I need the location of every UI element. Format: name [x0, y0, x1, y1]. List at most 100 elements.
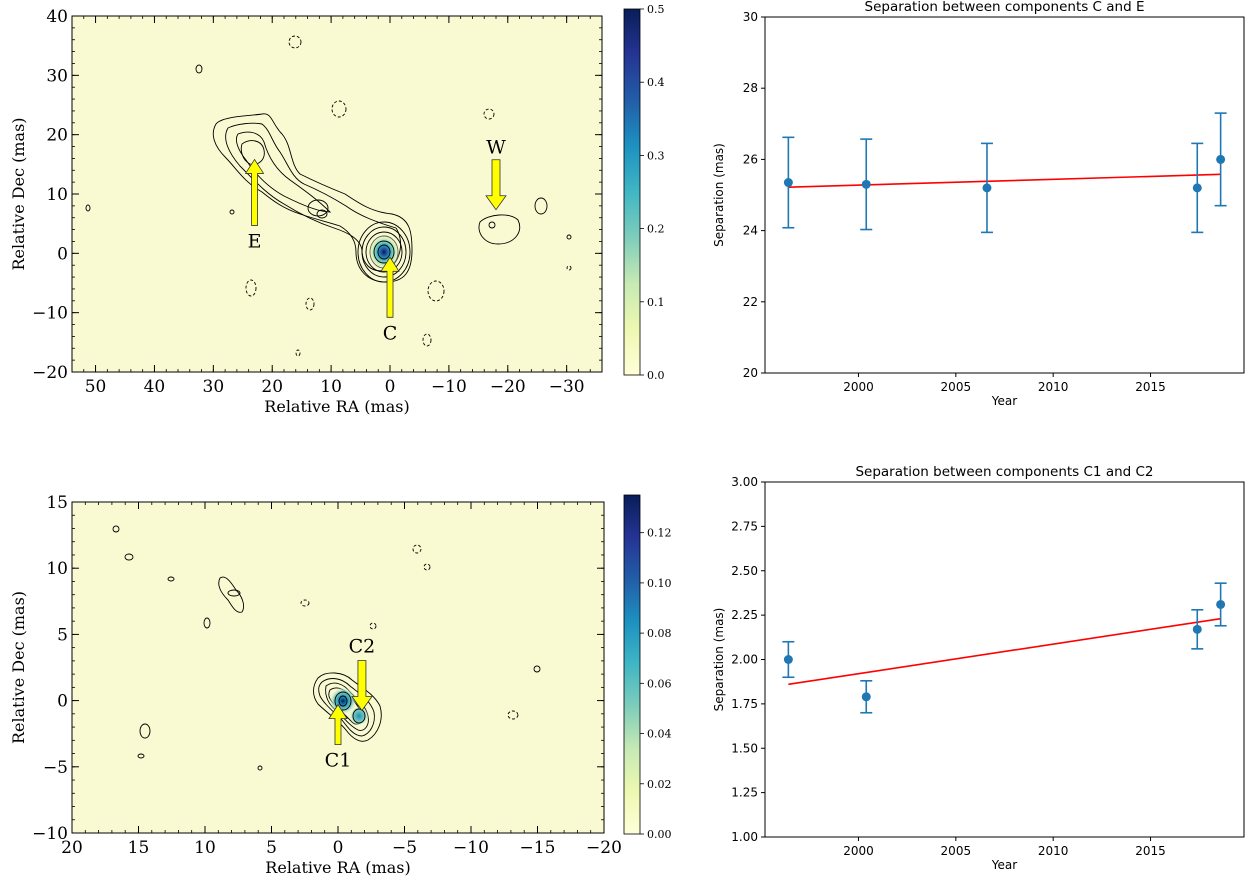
y-tick-label: 1.00: [731, 830, 758, 844]
contour-jet-knot: [307, 199, 329, 217]
x-axis-label: Year: [991, 858, 1017, 872]
y-tick-label: 1.50: [731, 741, 758, 755]
colorbar-tick-label: 0.08: [647, 627, 672, 640]
y-tick-label: 2.25: [731, 608, 758, 622]
x-axis-label: Year: [991, 394, 1017, 408]
colorbar-tick-label: 0.3: [647, 149, 665, 162]
colorbar-tick-label: 0.2: [647, 223, 665, 236]
contour-jet-2: [225, 122, 402, 272]
contour-e-knot: [240, 140, 265, 165]
data-point: [1192, 183, 1202, 193]
contour-negative: [245, 279, 257, 297]
x-tick-label: 5: [266, 838, 277, 858]
y-tick-label: 3.00: [731, 475, 758, 489]
contour-negative: [288, 35, 302, 49]
contour-blob: [203, 617, 211, 629]
x-tick-label: 2005: [941, 380, 972, 394]
y-tick-label: −5: [43, 758, 68, 778]
y-tick-label: 0: [57, 244, 68, 264]
contour-blob: [195, 64, 203, 74]
y-axis-label: Relative Dec (mas): [9, 591, 28, 744]
component-label: C1: [325, 750, 352, 772]
colorbar-tick-label: 0.10: [647, 577, 672, 590]
component-label: E: [248, 230, 262, 252]
data-point: [1216, 599, 1226, 609]
map-panel-c1c2: [72, 502, 604, 833]
y-tick-label: 20: [46, 126, 68, 146]
axes-layer: 50 40 30 20 10 0 −10 −20 −30−20−10010203040Relat…: [9, 7, 622, 877]
y-tick-label: 2.50: [731, 564, 758, 578]
y-tick-label: 24: [743, 224, 758, 238]
x-tick-label: 0: [333, 838, 344, 858]
arrow-shape: [380, 256, 400, 318]
y-axis-label: Separation (mas): [712, 608, 726, 712]
component-arrow: C1: [325, 703, 352, 772]
contour-core-1: [357, 221, 411, 283]
contour-core-outer: [313, 672, 382, 742]
contour-blob: [112, 525, 120, 533]
colorbar-tick-label: 0.12: [647, 527, 672, 540]
data-point: [1192, 624, 1202, 634]
contour-blob: [229, 209, 235, 215]
arrow-shape: [328, 703, 348, 745]
x-axis-label: Relative RA (mas): [265, 858, 410, 877]
map-panel-ce: [72, 16, 602, 372]
y-tick-label: −10: [32, 824, 68, 844]
component-label: W: [486, 137, 506, 159]
y-tick-label: 26: [743, 152, 758, 166]
core-fill: [368, 234, 400, 270]
y-tick-label: −10: [32, 304, 68, 324]
colorbar-tick-label: 0.5: [647, 3, 665, 16]
y-tick-label: 28: [743, 81, 758, 95]
colorbar: 0.00 0.02 0.04 0.06 0.08 0.10 0.12: [623, 494, 672, 841]
data-point: [783, 178, 793, 188]
colorbar-tick-label: 0.00: [647, 828, 672, 841]
contour-negative: [507, 710, 519, 720]
component-label: C2: [349, 635, 376, 657]
colorbar-gradient: [623, 8, 641, 376]
x-axis-label: Relative RA (mas): [264, 397, 409, 416]
colorbar-tick-label: 0.04: [647, 728, 672, 741]
y-tick-label: 1.25: [731, 786, 758, 800]
contour-blob: [124, 553, 134, 561]
c2-fill: [349, 706, 369, 726]
colorbars: 0.00.10.20.30.40.50.000.020.040.060.080.…: [623, 3, 672, 841]
data-point: [783, 655, 793, 664]
component-arrow: C2: [349, 635, 376, 712]
y-tick-label: 22: [743, 295, 758, 309]
y-tick-label: 30: [743, 10, 758, 24]
x-tick-label: 2000: [843, 380, 874, 394]
y-tick-label: 5: [57, 625, 68, 645]
y-tick-label: 10: [46, 559, 68, 579]
contour-blob: [85, 204, 91, 212]
arrow-shape: [485, 159, 507, 211]
x-tick-label: −30: [549, 377, 585, 397]
x-tick-label: 0: [385, 377, 396, 397]
colorbar-tick-label: 0.4: [647, 76, 665, 89]
colorbar-gradient: [623, 494, 641, 835]
y-axis-label: Separation (mas): [712, 143, 726, 247]
fit-line: [788, 617, 1221, 686]
plot-title: Separation between components C1 and C2: [855, 464, 1153, 480]
contour-c2: [352, 708, 366, 724]
x-tick-label: 2015: [1135, 844, 1166, 858]
separation-plots: 2000 2005 2010 2015 20 22 24 26 28 30 Separation b…: [712, 0, 1245, 872]
x-tick-label: 10: [320, 377, 342, 397]
y-axis-label: Relative Dec (mas): [9, 117, 28, 270]
contour-blob: [137, 753, 145, 759]
data-point: [1216, 154, 1226, 164]
map-axes: 20 15 10 5 0 −5 −10 −15 −20 −10 −5 0 5 10 15 Relative R…: [9, 493, 622, 877]
contour-negative: [295, 349, 301, 357]
y-tick-label: 0: [57, 692, 68, 712]
contour-blob: [139, 723, 151, 739]
contour-blob: [566, 234, 572, 240]
x-tick-label: 50: [85, 377, 107, 397]
contour-blob: [533, 665, 541, 673]
x-tick-label: −20: [490, 377, 526, 397]
contour-blob: [218, 576, 245, 613]
colorbar: 0.0 0.1 0.2 0.3 0.4 0.5: [623, 3, 665, 382]
y-tick-label: 20: [743, 366, 758, 380]
y-tick-label: 2.75: [731, 519, 758, 533]
x-tick-label: 20: [61, 838, 83, 858]
